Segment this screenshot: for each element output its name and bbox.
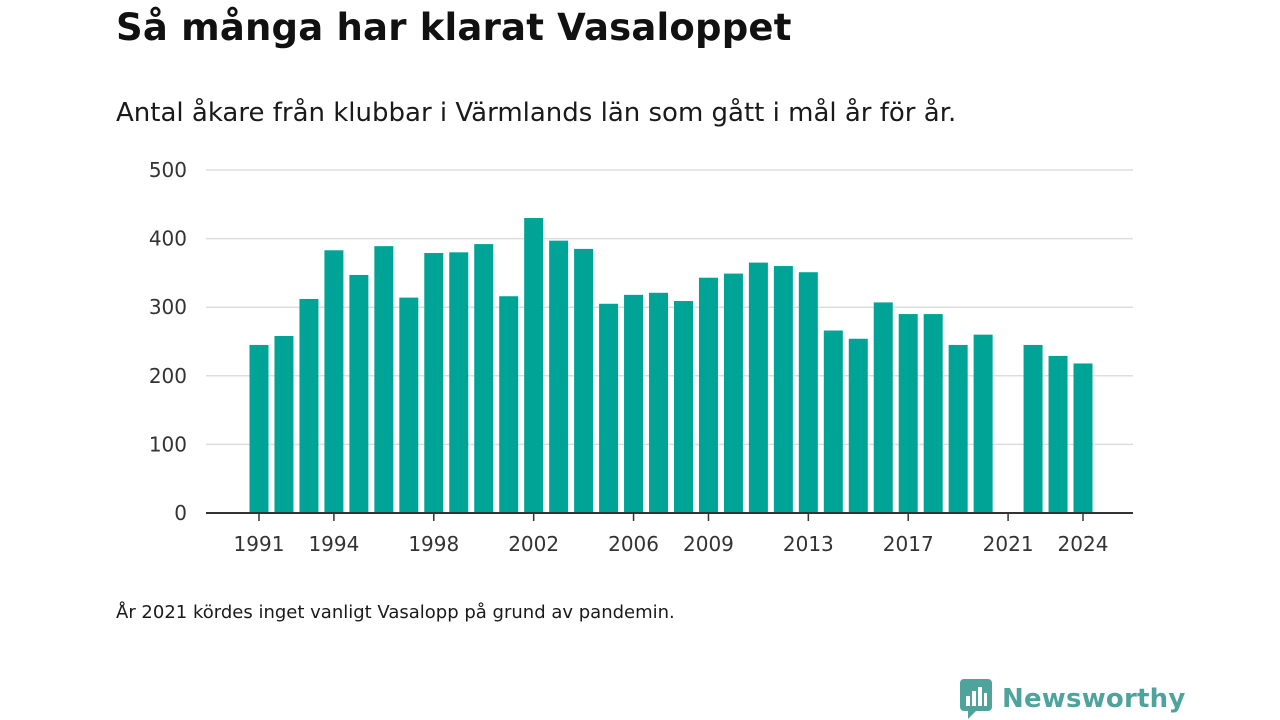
newsworthy-logo-icon <box>960 679 992 719</box>
bar-1995 <box>349 274 369 513</box>
x-tick-label: 1994 <box>308 532 359 556</box>
x-tick-label: 2021 <box>983 532 1034 556</box>
y-tick-label: 400 <box>149 227 187 251</box>
bar-2004 <box>574 248 594 513</box>
y-tick-label: 100 <box>149 432 187 456</box>
bar-2005 <box>599 303 619 513</box>
bar-1993 <box>299 298 319 513</box>
bar-2000 <box>474 244 494 513</box>
bar-2003 <box>549 240 569 513</box>
bar-1994 <box>324 250 344 513</box>
x-tick-label: 2013 <box>783 532 834 556</box>
y-tick-label: 0 <box>174 501 187 525</box>
bar-2008 <box>673 301 693 513</box>
brand-name: Newsworthy <box>1002 684 1186 714</box>
x-tick-label: 2009 <box>683 532 734 556</box>
brand: Newsworthy <box>960 678 1185 720</box>
bar-1991 <box>249 344 269 513</box>
bar-1996 <box>374 246 394 513</box>
bar-1992 <box>274 336 294 513</box>
bar-2024 <box>1073 363 1093 513</box>
bar-2002 <box>524 218 544 513</box>
chart-note: År 2021 kördes inget vanligt Vasalopp på… <box>116 602 675 623</box>
chart-title: Så många har klarat Vasaloppet <box>116 6 792 49</box>
bar-2010 <box>723 273 743 513</box>
bar-2001 <box>499 296 519 513</box>
y-tick-label: 500 <box>149 158 187 182</box>
bar-2015 <box>848 338 868 513</box>
x-tick-label: 2024 <box>1058 532 1109 556</box>
bar-2006 <box>624 294 644 513</box>
bar-2020 <box>973 334 993 513</box>
bar-2012 <box>773 266 793 513</box>
bar-2023 <box>1048 355 1068 513</box>
chart-subtitle: Antal åkare från klubbar i Värmlands län… <box>116 98 957 128</box>
bar-1997 <box>399 297 419 513</box>
bar-2011 <box>748 262 768 513</box>
bar-2019 <box>948 344 968 513</box>
x-tick-label: 2002 <box>508 532 559 556</box>
x-tick-label: 1991 <box>234 532 285 556</box>
y-tick-label: 200 <box>149 364 187 388</box>
bar-2009 <box>698 277 718 513</box>
bar-2016 <box>873 302 893 513</box>
bar-1998 <box>424 253 444 514</box>
y-tick-label: 300 <box>149 295 187 319</box>
bar-2018 <box>923 314 943 513</box>
bar-2014 <box>823 330 843 513</box>
x-tick-label: 2017 <box>883 532 934 556</box>
x-tick-label: 1998 <box>408 532 459 556</box>
bar-2013 <box>798 272 818 513</box>
bar-2022 <box>1023 344 1043 513</box>
bar-2007 <box>649 292 669 513</box>
x-tick-label: 2006 <box>608 532 659 556</box>
bar-1999 <box>449 252 469 513</box>
bar-2017 <box>898 314 918 513</box>
